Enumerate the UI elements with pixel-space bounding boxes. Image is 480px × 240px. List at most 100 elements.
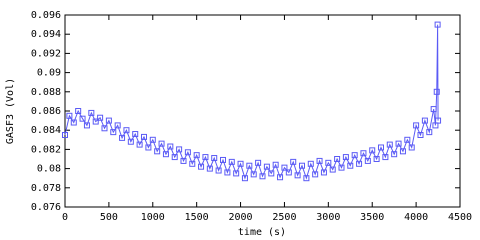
x-tick-label: 0	[62, 212, 68, 223]
data-point	[141, 133, 147, 140]
data-point	[316, 157, 323, 164]
x-tick-label: 4500	[448, 212, 472, 223]
data-point	[430, 106, 437, 113]
data-point	[224, 169, 231, 176]
data-point	[268, 170, 275, 177]
data-point	[285, 169, 292, 176]
data-point	[426, 129, 433, 136]
y-tick-label: 0.084	[31, 125, 61, 136]
data-point	[360, 150, 367, 157]
data-point	[206, 165, 213, 172]
x-tick-label: 3000	[316, 212, 340, 223]
data-point	[171, 154, 178, 161]
data-point	[237, 160, 244, 167]
data-point	[119, 134, 126, 141]
y-tick-label: 0.086	[31, 106, 61, 117]
data-point	[162, 151, 169, 158]
data-point	[259, 173, 266, 180]
data-point	[364, 157, 371, 164]
data-point	[382, 154, 389, 161]
data-point	[228, 158, 235, 165]
data-point	[281, 164, 288, 171]
data-point	[83, 122, 90, 129]
y-tick-label: 0.09	[37, 68, 61, 79]
data-point	[167, 143, 174, 150]
data-point	[369, 147, 376, 154]
x-tick-label: 3500	[360, 212, 384, 223]
data-point	[92, 118, 99, 125]
data-point	[250, 171, 257, 178]
data-point	[391, 151, 398, 158]
x-tick-label: 500	[100, 212, 118, 223]
data-point	[320, 169, 327, 176]
data-point	[395, 140, 402, 147]
data-point	[123, 127, 130, 134]
data-point	[70, 119, 77, 126]
data-point	[105, 117, 112, 124]
x-tick-label: 4000	[404, 212, 428, 223]
x-tick-label: 2500	[272, 212, 296, 223]
data-point	[198, 163, 205, 170]
data-point	[386, 141, 393, 148]
data-point	[294, 172, 301, 179]
y-tick-label: 0.088	[31, 87, 61, 98]
data-point	[299, 162, 305, 169]
data-point	[417, 132, 424, 138]
data-point	[202, 154, 209, 161]
data-point	[241, 175, 248, 182]
data-point	[101, 125, 108, 132]
data-point	[312, 171, 319, 178]
data-point	[158, 140, 165, 147]
x-axis-label: time (s)	[238, 227, 286, 238]
data-point	[413, 122, 420, 129]
y-tick-label: 0.092	[31, 48, 61, 59]
data-point	[176, 146, 183, 153]
data-point	[154, 148, 161, 155]
data-point	[110, 129, 117, 136]
y-tick-label: 0.078	[31, 183, 61, 194]
data-line	[64, 24, 439, 180]
data-point	[233, 170, 240, 177]
data-point	[149, 136, 156, 143]
data-point	[220, 156, 226, 163]
data-point	[404, 136, 411, 143]
data-point	[307, 160, 314, 167]
data-point	[184, 149, 191, 156]
data-point	[215, 167, 222, 174]
data-point	[272, 161, 279, 168]
y-tick-label: 0.094	[31, 29, 61, 40]
data-point	[211, 155, 218, 162]
data-point	[246, 162, 253, 169]
data-point	[329, 166, 336, 173]
data-point	[351, 152, 358, 159]
data-point	[325, 159, 332, 166]
data-point	[433, 88, 440, 95]
data-point	[378, 144, 384, 151]
data-point	[290, 158, 297, 165]
data-point	[399, 148, 406, 155]
data-point	[180, 157, 187, 164]
data-point	[62, 132, 68, 138]
data-point	[88, 109, 95, 116]
data-point	[79, 115, 86, 122]
data-point	[347, 162, 354, 169]
data-point	[421, 117, 428, 124]
data-point	[342, 154, 349, 161]
data-point	[255, 159, 262, 166]
y-tick-label: 0.08	[37, 164, 61, 175]
data-point	[277, 174, 284, 181]
data-point	[263, 163, 270, 170]
data-point	[189, 160, 196, 167]
data-point	[356, 160, 363, 167]
plot-frame	[64, 14, 461, 208]
data-point	[75, 108, 82, 114]
data-point	[132, 131, 139, 138]
data-point	[435, 117, 442, 124]
data-point	[193, 152, 200, 159]
y-tick-label: 0.096	[31, 10, 61, 21]
data-point	[66, 112, 73, 119]
y-tick-label: 0.076	[31, 202, 61, 213]
x-tick-label: 1500	[185, 212, 209, 223]
x-tick-label: 1000	[141, 212, 165, 223]
